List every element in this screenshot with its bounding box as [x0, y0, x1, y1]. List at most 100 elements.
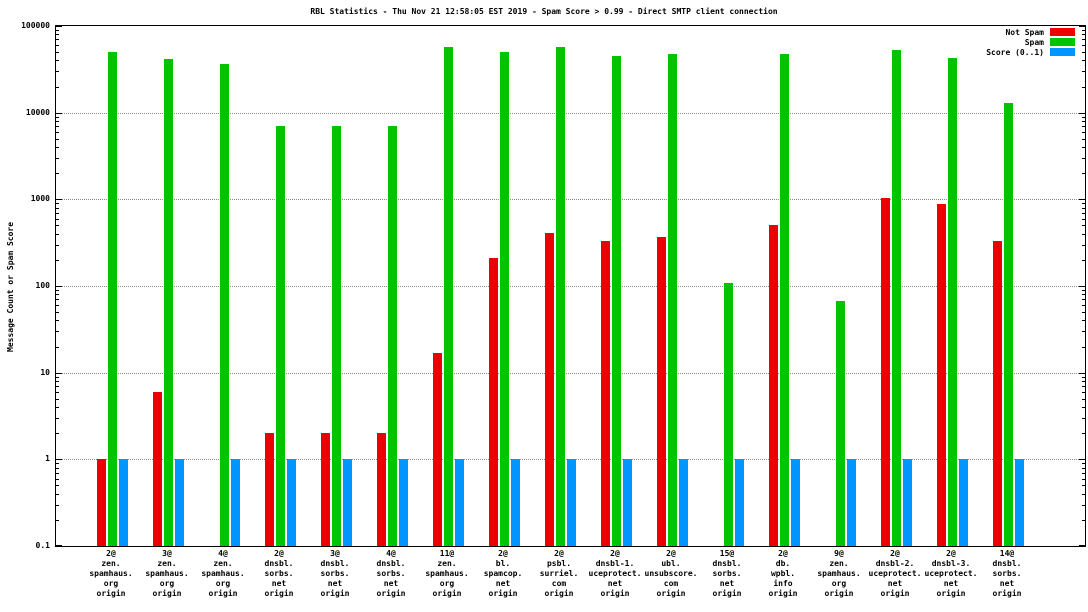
axis-tick-minor: [56, 116, 59, 118]
x-category-label: 2@ zen. spamhaus. org origin: [65, 549, 157, 599]
x-category-label: 9@ zen. spamhaus. org origin: [793, 549, 885, 599]
bar-score-0-1: [398, 459, 408, 546]
x-category-line: origin: [824, 589, 854, 598]
x-category-label: 2@ bl. spamcop. net origin: [457, 549, 549, 599]
axis-tick-minor: [56, 126, 59, 128]
axis-tick-minor: [1082, 320, 1085, 322]
axis-tick-minor: [1082, 121, 1085, 123]
bar-not-spam: [320, 433, 330, 546]
x-category-line: bl.: [495, 559, 511, 568]
axis-tick-minor: [1082, 34, 1085, 36]
x-category-line: sorbs.: [712, 569, 742, 578]
bar-spam: [947, 57, 957, 546]
x-category-line: net: [999, 579, 1015, 588]
x-category-line: net: [271, 579, 287, 588]
axis-tick-minor: [56, 472, 59, 474]
x-category-line: db.: [775, 559, 791, 568]
bar-not-spam: [152, 391, 162, 546]
x-category-line: 11@: [439, 549, 455, 558]
axis-tick-minor: [56, 433, 59, 435]
bar-score-0-1: [678, 459, 688, 546]
x-category-line: surriel.: [539, 569, 579, 578]
axis-tick-minor: [1082, 312, 1085, 314]
bar-score-0-1: [622, 459, 632, 546]
axis-tick-major: [56, 286, 62, 287]
bar-score-0-1: [342, 459, 352, 546]
x-category-line: origin: [432, 589, 462, 598]
axis-tick-minor: [1082, 116, 1085, 118]
axis-tick-minor: [56, 60, 59, 62]
x-category-line: spamhaus.: [145, 569, 189, 578]
axis-tick-minor: [1082, 433, 1085, 435]
x-category-line: org: [831, 579, 847, 588]
axis-tick-minor: [56, 493, 59, 495]
x-category-line: ubl.: [661, 559, 681, 568]
axis-tick-minor: [56, 52, 59, 54]
x-category-line: dnsbl.: [264, 559, 294, 568]
chart-title: RBL Statistics - Thu Nov 21 12:58:05 EST…: [310, 7, 778, 16]
bar-spam: [611, 56, 621, 546]
axis-tick-minor: [56, 203, 59, 205]
axis-tick-minor: [1082, 71, 1085, 73]
x-category-line: origin: [264, 589, 294, 598]
x-category-line: zen.: [157, 559, 177, 568]
x-category-line: spamhaus.: [201, 569, 245, 578]
y-tick-label: 100000: [21, 21, 50, 30]
x-category-line: origin: [880, 589, 910, 598]
axis-tick-major: [56, 26, 62, 27]
x-category-line: origin: [656, 589, 686, 598]
x-category-line: 3@: [162, 549, 172, 558]
axis-tick-minor: [56, 331, 59, 333]
axis-tick-minor: [1082, 126, 1085, 128]
x-category-label: 15@ dnsbl. sorbs. net origin: [681, 549, 773, 599]
bar-spam: [219, 64, 229, 546]
x-category-label: 3@ zen. spamhaus. org origin: [121, 549, 213, 599]
bar-spam: [163, 58, 173, 546]
bar-not-spam: [768, 225, 778, 546]
bar-spam: [723, 283, 733, 546]
y-tick-label: 10: [40, 367, 50, 377]
x-category-line: 4@: [218, 549, 228, 558]
bar-spam: [667, 54, 677, 546]
x-category-line: net: [607, 579, 623, 588]
axis-tick-minor: [1082, 472, 1085, 474]
axis-tick-minor: [56, 294, 59, 296]
axis-tick-minor: [1082, 218, 1085, 220]
axis-tick-minor: [56, 312, 59, 314]
x-category-line: dnsbl.: [376, 559, 406, 568]
axis-tick-minor: [1082, 467, 1085, 469]
x-category-line: 3@: [330, 549, 340, 558]
x-category-line: origin: [544, 589, 574, 598]
x-category-line: sorbs.: [376, 569, 406, 578]
x-category-label: 14@ dnsbl. sorbs. net origin: [961, 549, 1053, 599]
axis-tick-major: [56, 112, 62, 114]
x-category-line: origin: [96, 589, 126, 598]
axis-tick-minor: [1082, 225, 1085, 227]
x-category-line: uceprotect.: [924, 569, 978, 578]
x-category-line: zen.: [101, 559, 121, 568]
x-category-line: 2@: [106, 549, 116, 558]
axis-tick-minor: [1082, 381, 1085, 383]
axis-tick-minor: [1082, 39, 1085, 41]
x-category-line: 2@: [274, 549, 284, 558]
x-category-line: net: [495, 579, 511, 588]
bar-score-0-1: [958, 459, 968, 546]
axis-tick-minor: [1082, 207, 1085, 209]
axis-tick-minor: [1082, 294, 1085, 296]
bar-spam: [891, 49, 901, 546]
x-category-line: 2@: [890, 549, 900, 558]
bar-spam: [387, 126, 397, 546]
axis-tick-minor: [1082, 493, 1085, 495]
axis-tick-minor: [1082, 305, 1085, 307]
axis-tick-minor: [1082, 289, 1085, 291]
x-category-line: 15@: [719, 549, 735, 558]
x-category-line: com: [551, 579, 567, 588]
axis-tick-minor: [56, 463, 59, 465]
x-category-line: info: [773, 579, 793, 588]
x-category-line: dnsbl-3.: [931, 559, 971, 568]
legend-item: Not Spam: [986, 27, 1075, 37]
bar-spam: [555, 47, 565, 546]
axis-tick-minor: [56, 504, 59, 506]
x-category-line: net: [327, 579, 343, 588]
